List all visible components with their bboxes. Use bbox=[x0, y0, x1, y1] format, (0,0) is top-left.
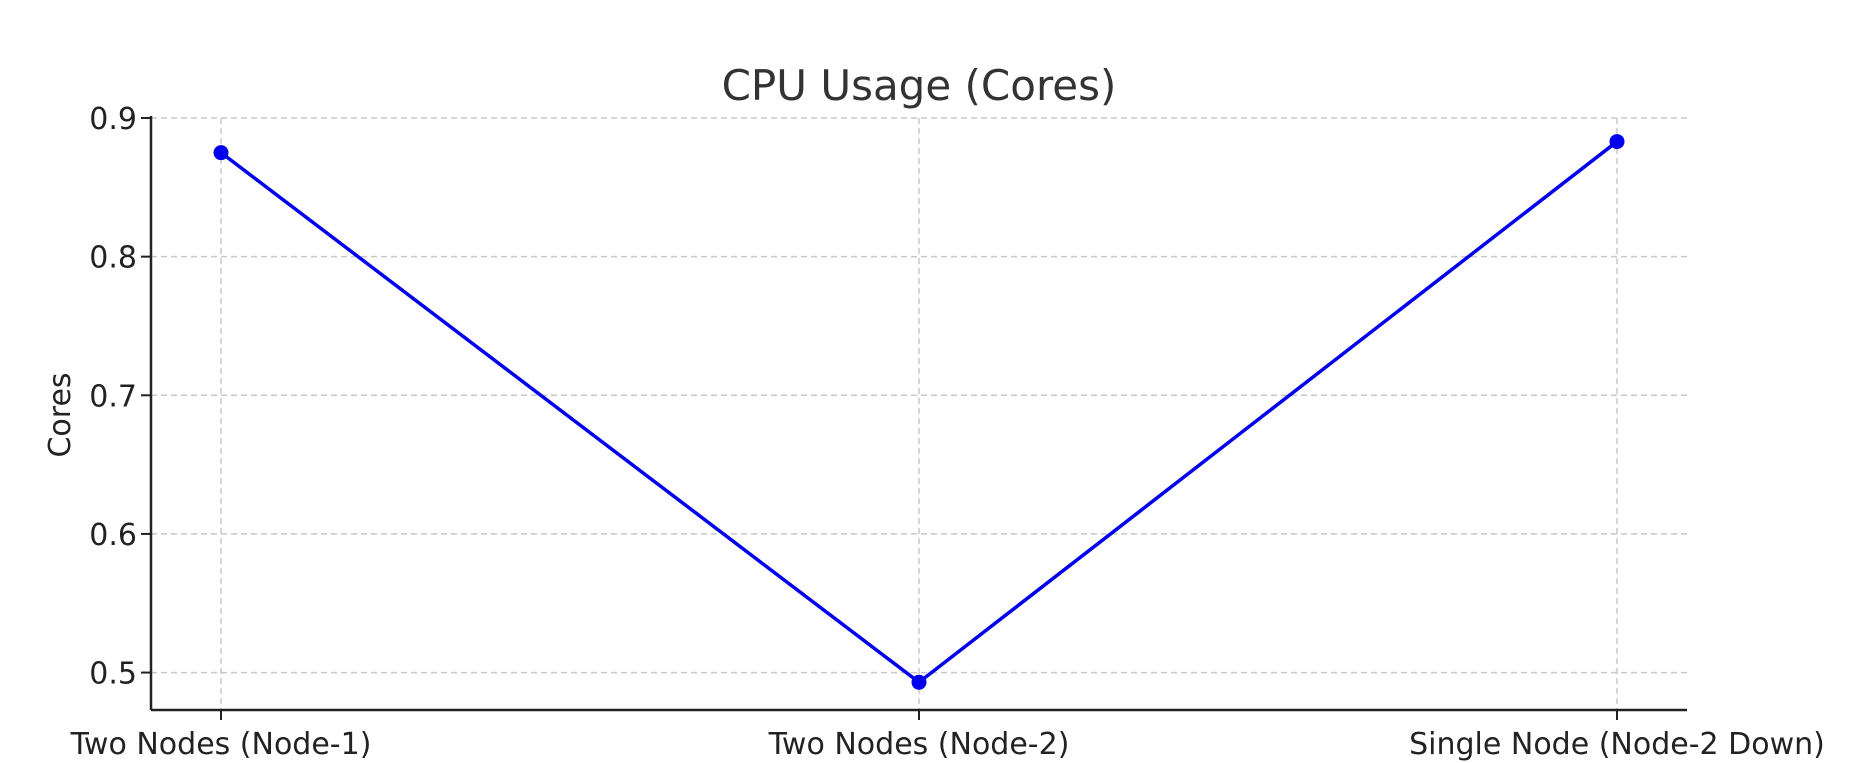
chart-title: CPU Usage (Cores) bbox=[722, 61, 1117, 110]
x-tick-label: Two Nodes (Node-2) bbox=[768, 727, 1070, 762]
y-tick-label: 0.7 bbox=[89, 379, 137, 414]
y-tick-label: 0.5 bbox=[89, 657, 137, 692]
y-axis-label: Cores bbox=[43, 372, 78, 457]
data-point bbox=[1609, 134, 1625, 150]
y-tick-label: 0.8 bbox=[89, 241, 137, 276]
y-tick-label: 0.6 bbox=[89, 518, 137, 553]
axes bbox=[141, 116, 1687, 720]
data-point bbox=[213, 145, 229, 161]
y-tick-label: 0.9 bbox=[89, 102, 137, 137]
grid bbox=[151, 117, 1687, 710]
series bbox=[213, 134, 1625, 690]
x-tick-label: Single Node (Node-2 Down) bbox=[1409, 727, 1825, 762]
data-point bbox=[911, 674, 927, 690]
tick-labels: 0.5 0.6 0.7 0.8 0.9 Two Nodes (Node-1) Two Nod… bbox=[70, 102, 1825, 762]
x-tick-label: Two Nodes (Node-1) bbox=[70, 727, 372, 762]
